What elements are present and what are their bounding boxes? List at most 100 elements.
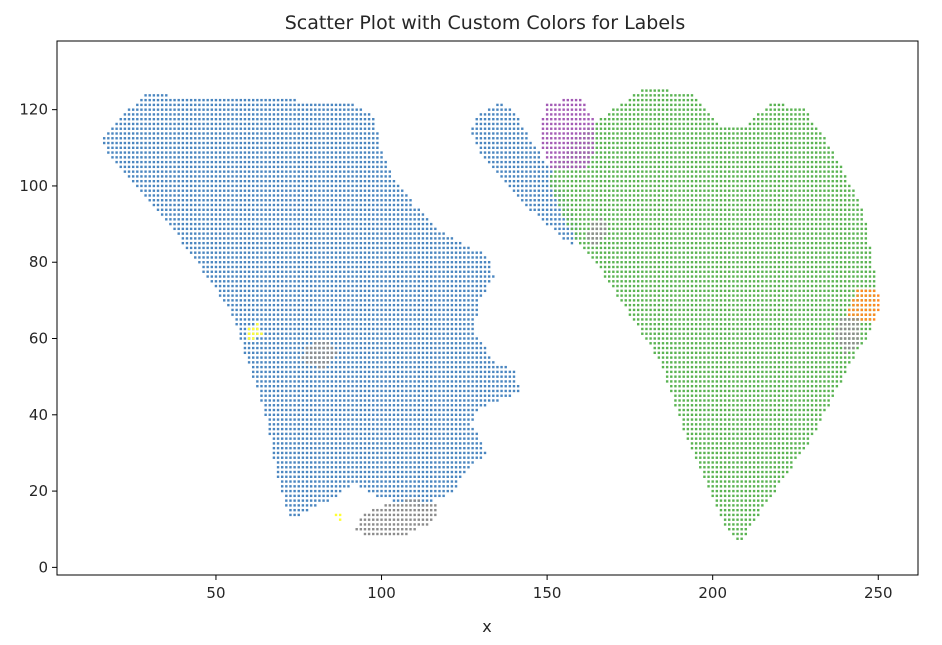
scatter-point: [392, 284, 396, 288]
scatter-point: [380, 203, 383, 207]
scatter-point: [194, 189, 197, 192]
scatter-point: [276, 98, 280, 102]
scatter-point: [297, 237, 300, 240]
scatter-point: [384, 332, 387, 335]
scatter-point: [442, 461, 445, 464]
scatter-point: [318, 256, 321, 259]
scatter-point: [384, 203, 387, 207]
scatter-point: [289, 146, 292, 149]
scatter-point: [351, 179, 354, 183]
scatter-point: [160, 141, 164, 145]
scatter-point: [252, 280, 255, 283]
scatter-point: [280, 246, 284, 250]
scatter-point: [309, 494, 313, 498]
scatter-point: [194, 117, 197, 121]
scatter-point: [372, 375, 375, 378]
scatter-point: [280, 284, 284, 288]
scatter-point: [148, 122, 151, 126]
scatter-point: [198, 117, 201, 121]
scatter-point: [148, 141, 151, 145]
scatter-point: [363, 251, 367, 254]
scatter-point: [309, 475, 313, 478]
scatter-point: [285, 151, 288, 154]
scatter-point: [272, 361, 276, 364]
scatter-point: [318, 251, 321, 254]
scatter-point: [239, 203, 242, 207]
scatter-point: [363, 308, 367, 312]
scatter-point: [198, 108, 201, 111]
scatter-point: [206, 256, 209, 259]
scatter-point: [351, 308, 354, 312]
scatter-point: [376, 427, 379, 431]
scatter-point: [438, 284, 441, 288]
scatter-point: [425, 318, 429, 321]
scatter-point: [177, 146, 180, 149]
scatter-point: [479, 251, 483, 254]
scatter-point: [396, 399, 400, 402]
scatter-point: [334, 122, 338, 126]
scatter-point: [413, 370, 416, 374]
scatter-point: [363, 165, 367, 169]
scatter-point: [202, 265, 205, 269]
scatter-point: [173, 113, 176, 116]
scatter-point: [351, 194, 354, 197]
scatter-point: [330, 122, 334, 126]
scatter-point: [247, 218, 251, 221]
scatter-point: [384, 342, 387, 345]
scatter-point: [471, 380, 474, 383]
scatter-point: [330, 227, 334, 231]
scatter-point: [471, 346, 474, 350]
scatter-point: [396, 251, 400, 254]
scatter-point: [268, 218, 271, 221]
scatter-point: [454, 432, 458, 436]
scatter-point: [326, 117, 329, 121]
scatter-point: [359, 356, 363, 359]
scatter-point: [367, 222, 371, 226]
scatter-point: [156, 122, 160, 126]
scatter-point: [285, 127, 288, 130]
scatter-point: [359, 246, 363, 250]
scatter-point: [425, 413, 429, 416]
scatter-point: [314, 466, 317, 469]
scatter-point: [268, 251, 271, 254]
scatter-point: [322, 160, 325, 164]
scatter-point: [156, 108, 160, 111]
scatter-point: [396, 489, 400, 493]
scatter-point: [463, 337, 466, 340]
scatter-point: [359, 361, 363, 364]
scatter-point: [434, 408, 437, 412]
scatter-point: [463, 294, 466, 297]
scatter-point: [458, 332, 462, 335]
scatter-point: [223, 251, 226, 254]
scatter-point: [367, 456, 371, 459]
scatter-point: [384, 256, 387, 259]
scatter-point: [285, 323, 288, 326]
scatter-point: [430, 451, 433, 455]
scatter-point: [285, 275, 288, 278]
scatter-point: [401, 480, 404, 483]
scatter-point: [314, 423, 317, 426]
scatter-point: [384, 389, 387, 393]
scatter-point: [334, 170, 338, 173]
scatter-point: [252, 184, 255, 188]
scatter-point: [297, 108, 300, 111]
scatter-point: [467, 384, 470, 388]
scatter-point: [326, 437, 329, 440]
scatter-point: [185, 117, 189, 121]
scatter-point: [487, 380, 491, 383]
scatter-point: [409, 475, 412, 478]
scatter-point: [405, 299, 408, 302]
scatter-point: [363, 404, 367, 407]
scatter-point: [454, 404, 458, 407]
scatter-point: [351, 203, 354, 207]
scatter-point: [194, 98, 197, 102]
scatter-point: [367, 451, 371, 455]
scatter-point: [247, 303, 251, 307]
scatter-point: [322, 418, 325, 421]
scatter-point: [343, 146, 346, 149]
scatter-point: [272, 346, 276, 350]
scatter-point: [409, 404, 412, 407]
scatter-point: [467, 399, 470, 402]
scatter-point: [318, 203, 321, 207]
scatter-point: [475, 270, 478, 273]
